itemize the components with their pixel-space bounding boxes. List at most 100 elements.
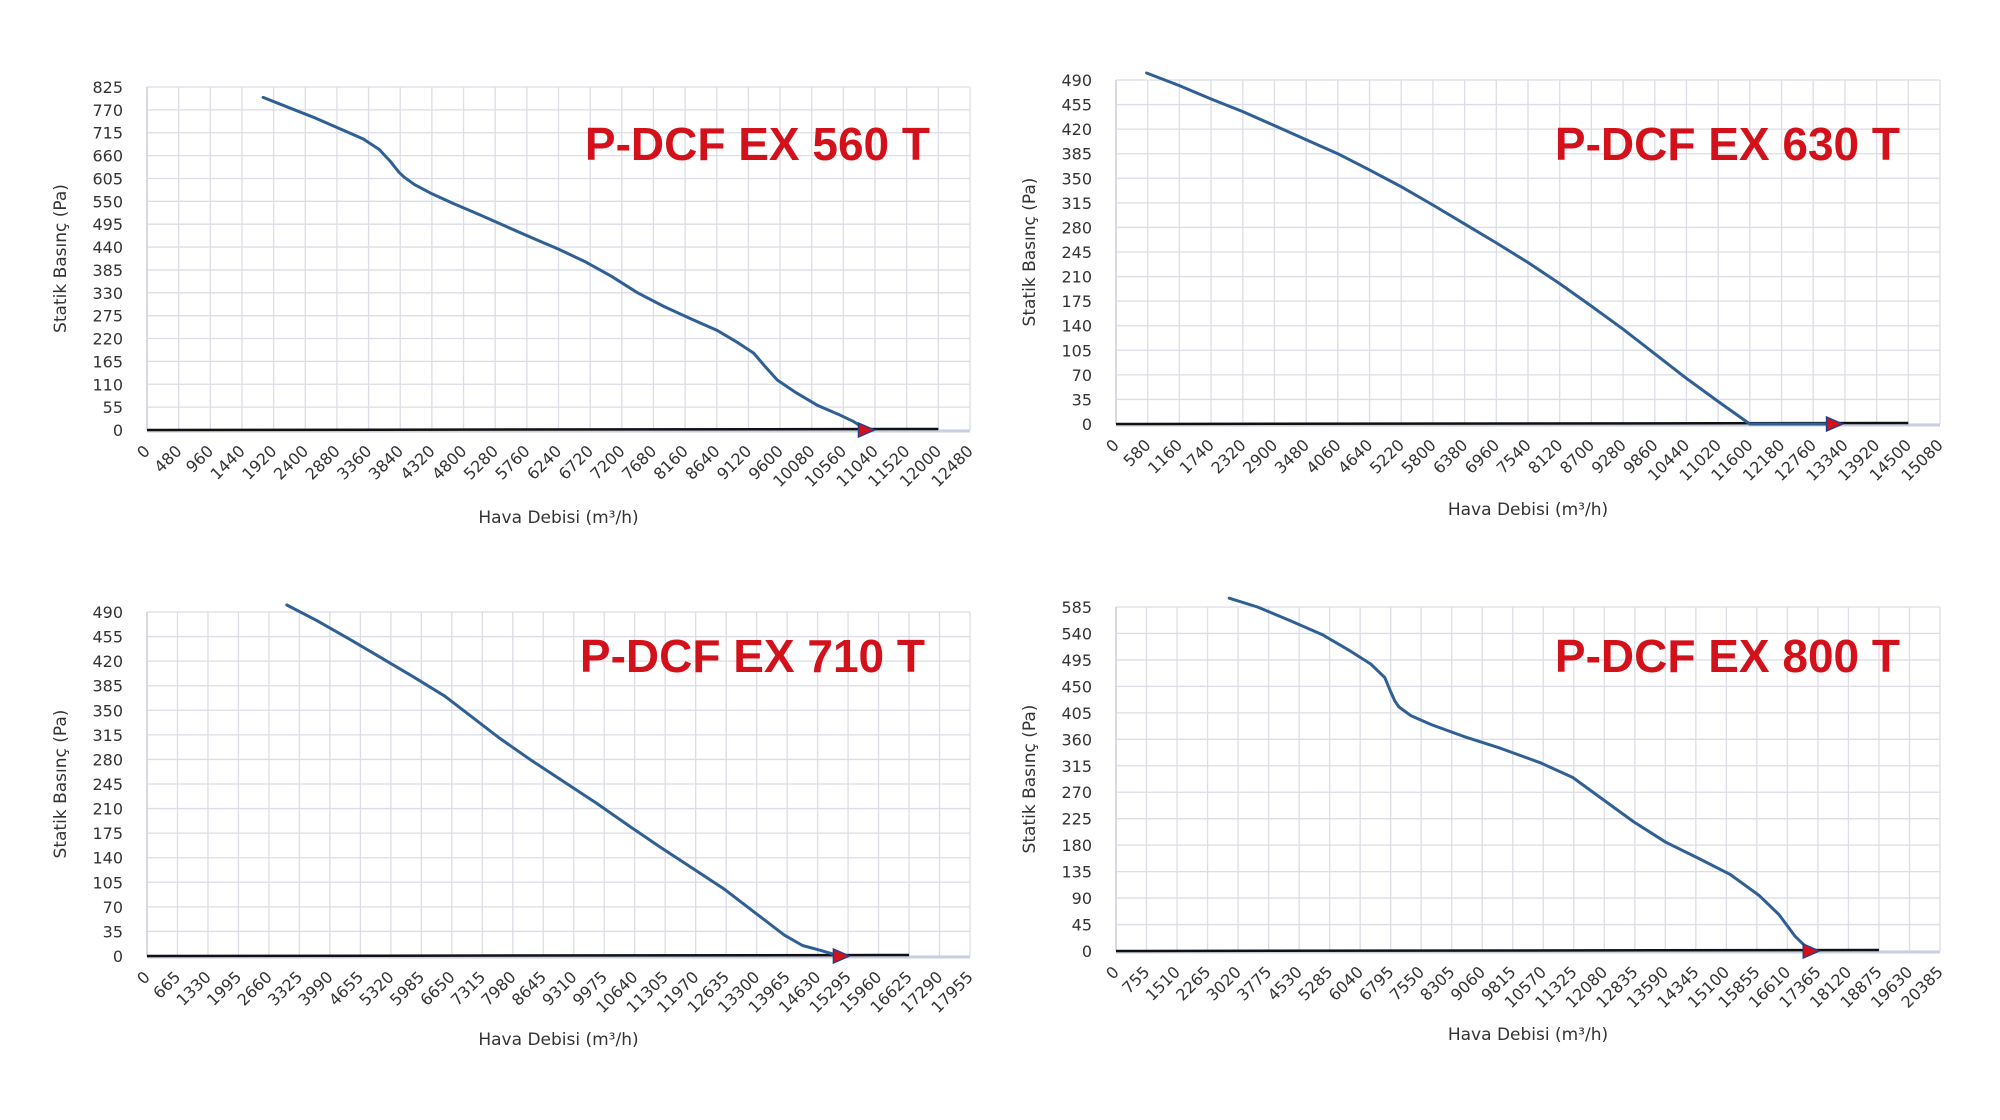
- x-tick-label: 0: [133, 967, 154, 988]
- y-tick-label: 245: [1061, 243, 1092, 262]
- data-point: [1793, 935, 1797, 938]
- y-tick-label: 385: [92, 261, 123, 280]
- x-tick-label: 1440: [207, 441, 249, 483]
- data-point: [819, 949, 823, 952]
- data-point: [347, 637, 350, 640]
- y-tick-label: 495: [92, 215, 123, 234]
- data-point: [557, 247, 560, 251]
- data-point: [288, 106, 291, 109]
- data-point: [377, 148, 381, 151]
- x-tick-label: 2880: [302, 441, 344, 483]
- x-tick-label: 2265: [1172, 962, 1214, 1004]
- x-tick-label: 3990: [294, 967, 336, 1009]
- y-tick-label: 35: [1072, 390, 1092, 409]
- data-point: [627, 824, 630, 827]
- data-point: [1590, 304, 1593, 308]
- y-tick-label: 280: [1061, 218, 1092, 237]
- x-tick-label: 7315: [447, 967, 489, 1009]
- x-tick-label: 5760: [491, 441, 533, 483]
- data-point: [413, 183, 416, 186]
- data-point: [801, 944, 804, 947]
- y-tick-label: 280: [92, 750, 123, 769]
- x-tick-label: 7200: [586, 441, 628, 483]
- data-point: [1653, 352, 1656, 355]
- y-tick-label: 35: [103, 922, 123, 941]
- data-point: [261, 96, 265, 99]
- x-tick-label: 5220: [1366, 435, 1408, 477]
- x-tick-label: 480: [150, 441, 185, 476]
- data-point: [1368, 168, 1371, 172]
- y-tick-label: 140: [1061, 317, 1092, 336]
- x-tick-label: 9280: [1588, 435, 1630, 477]
- x-tick-label: 0: [133, 441, 154, 462]
- x-tick-label: 4060: [1302, 435, 1344, 477]
- x-tick-label: 9060: [1447, 962, 1489, 1004]
- data-point: [315, 619, 318, 622]
- data-point: [562, 780, 566, 784]
- data-point: [1397, 705, 1401, 709]
- x-tick-label: 6040: [1325, 962, 1367, 1004]
- x-tick-label: 3480: [1271, 435, 1313, 477]
- data-point: [755, 912, 758, 916]
- data-point: [1498, 746, 1502, 750]
- y-tick-label: 455: [1061, 96, 1092, 115]
- data-point: [1430, 723, 1433, 726]
- x-tick-label: 2320: [1207, 435, 1249, 477]
- data-point: [1320, 633, 1324, 636]
- operating-point-marker: [1802, 942, 1822, 960]
- y-tick-label: 350: [92, 701, 123, 720]
- y-axis-title: Statik Basınç (Pa): [51, 710, 71, 859]
- x-tick-label: 2400: [270, 441, 312, 483]
- x-tick-label: 0: [1102, 962, 1123, 983]
- y-tick-label: 420: [92, 652, 123, 671]
- y-tick-label: 715: [92, 124, 123, 143]
- x-tick-label: 5280: [460, 441, 502, 483]
- data-point: [736, 341, 740, 344]
- x-tick-label: 1920: [238, 441, 280, 483]
- y-tick-label: 360: [1061, 730, 1092, 749]
- data-point: [662, 305, 666, 308]
- x-tick-label: 8160: [650, 441, 692, 483]
- data-point: [1336, 152, 1340, 155]
- data-point: [530, 236, 534, 240]
- y-tick-label: 45: [1072, 916, 1092, 935]
- x-tick-label: 1330: [173, 967, 215, 1009]
- y-tick-label: 210: [1061, 268, 1092, 287]
- data-point: [794, 391, 798, 394]
- y-tick-label: 825: [92, 78, 123, 97]
- data-point: [451, 202, 455, 205]
- chart-title: P-DCF EX 800 T: [1555, 630, 1900, 682]
- x-tick-label: 9120: [713, 441, 755, 483]
- data-point: [1241, 110, 1244, 113]
- data-point: [1463, 222, 1466, 226]
- data-point: [689, 317, 692, 320]
- x-tick-label: 8645: [508, 967, 550, 1009]
- y-tick-label: 220: [92, 330, 123, 349]
- chart-title: P-DCF EX 560 T: [585, 118, 930, 170]
- data-point: [402, 176, 406, 179]
- data-point: [1409, 714, 1413, 717]
- chart-title: P-DCF EX 630 T: [1555, 118, 1900, 170]
- data-point: [1526, 261, 1530, 264]
- y-tick-label: 70: [103, 898, 123, 917]
- y-tick-label: 585: [1061, 598, 1092, 617]
- data-point: [636, 291, 639, 294]
- y-tick-label: 270: [1061, 783, 1092, 802]
- data-point: [1462, 735, 1465, 738]
- y-tick-label: 420: [1061, 120, 1092, 139]
- chart-4: 0755151022653020377545305285604067957550…: [1020, 596, 1947, 1045]
- data-point: [1599, 796, 1603, 800]
- data-point: [583, 260, 587, 263]
- data-point: [1178, 84, 1181, 87]
- data-point: [1664, 841, 1667, 844]
- data-point: [1748, 422, 1752, 426]
- y-tick-label: 660: [92, 147, 123, 166]
- y-tick-label: 0: [113, 421, 123, 440]
- y-tick-label: 0: [113, 947, 123, 966]
- data-point: [379, 656, 382, 659]
- data-point: [498, 737, 502, 740]
- x-tick-label: 7550: [1386, 962, 1428, 1004]
- y-tick-label: 175: [1061, 292, 1092, 311]
- chart-3: 0665133019952660332539904655532059856650…: [51, 603, 977, 1050]
- x-tick-label: 9310: [538, 967, 580, 1009]
